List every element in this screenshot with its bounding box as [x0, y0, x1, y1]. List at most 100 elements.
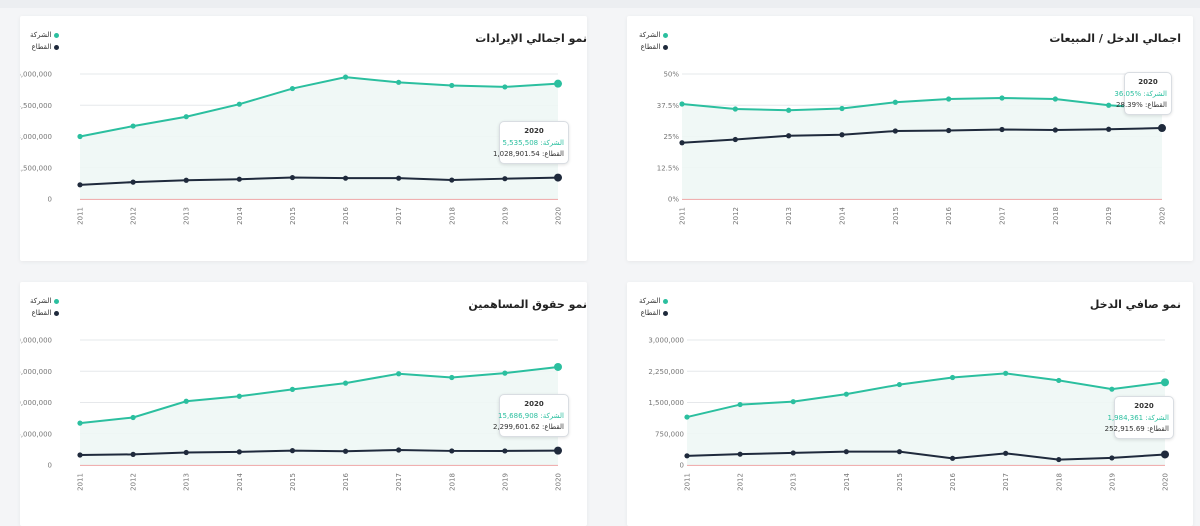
- chart-legend: الشركة القطاع: [639, 29, 669, 53]
- x-tick-label: 2013: [790, 473, 798, 491]
- x-tick-label: 2013: [785, 207, 793, 225]
- company-data-point: [554, 362, 562, 371]
- company-data-point: [839, 105, 845, 112]
- net-income-chart-card: 0 750,000 1,500,000 2,250,000 3,000,000 2011 2…: [627, 282, 1193, 526]
- sector-data-point: [130, 451, 136, 457]
- x-tick-label: 2014: [236, 472, 244, 490]
- x-tick-label: 2018: [1052, 207, 1060, 225]
- sector-data-point: [732, 136, 738, 143]
- company-legend-dot: [54, 32, 60, 38]
- sector-legend-dot: [663, 44, 669, 50]
- legend-company-label: الشركة: [30, 31, 52, 39]
- legend-sector-label: القطاع: [640, 309, 661, 317]
- revenue-chart-card: 0 1,500,000 3,000,000 4,500,000 6,000,000 201…: [20, 16, 587, 261]
- company-data-point: [342, 74, 349, 80]
- sector-data-point: [1158, 124, 1166, 133]
- y-tick-label: 0: [48, 462, 52, 470]
- y-tick-label: 20,000,000: [20, 337, 52, 345]
- y-tick-label: 3,000,000: [648, 337, 684, 345]
- y-tick-label: 5,000,000: [20, 430, 52, 438]
- chart-title: نمو صافي الدخل: [1089, 298, 1181, 311]
- y-tick-label: 12.5%: [657, 164, 680, 172]
- company-data-point: [896, 381, 903, 388]
- x-tick-label: 2014: [843, 472, 851, 490]
- company-legend-dot: [54, 298, 60, 304]
- company-data-point: [737, 401, 743, 408]
- company-data-point: [554, 79, 562, 88]
- legend-sector[interactable]: القطاع: [30, 41, 60, 53]
- x-tick-label: 2020: [1159, 207, 1167, 225]
- tooltip-sector-label: القطاع:: [541, 423, 564, 431]
- company-data-point: [236, 393, 242, 399]
- legend-sector-label: القطاع: [640, 43, 661, 51]
- x-tick-label: 2015: [896, 473, 904, 491]
- sector-data-point: [77, 182, 83, 188]
- tooltip-company-value: 1,984,361: [1107, 414, 1144, 422]
- sector-data-point: [554, 446, 562, 455]
- y-tick-label: 10,000,000: [20, 399, 52, 407]
- x-tick-label: 2017: [395, 207, 403, 225]
- legend-company-label: الشركة: [30, 297, 52, 305]
- sector-data-point: [1003, 450, 1009, 456]
- company-data-point: [1106, 102, 1112, 108]
- sector-data-point: [790, 450, 796, 456]
- sector-series-line: [686, 450, 1166, 461]
- company-data-point: [502, 84, 508, 90]
- tooltip-sector-label: القطاع:: [1144, 101, 1167, 109]
- x-tick-label: 2012: [130, 473, 138, 491]
- company-area: [687, 373, 1165, 465]
- tooltip-year: 2020: [524, 127, 544, 135]
- x-tick-label: 2013: [183, 207, 191, 225]
- sector-data-point: [896, 449, 903, 455]
- company-data-point: [502, 370, 508, 376]
- legend-company[interactable]: الشركة: [30, 29, 60, 41]
- y-tick-label: 0: [48, 196, 52, 204]
- chart-title: اجمالي الدخل / المبيعات: [1049, 32, 1181, 45]
- x-tick-label: 2016: [342, 206, 350, 224]
- sector-data-point: [1052, 127, 1058, 133]
- x-tick-label: 2015: [289, 207, 297, 225]
- legend-company[interactable]: الشركة: [30, 295, 60, 307]
- sector-series-line: [79, 448, 559, 456]
- sector-data-point: [786, 133, 792, 139]
- sector-data-point: [892, 128, 898, 134]
- tooltip-company-value: 15,686,908: [498, 412, 539, 420]
- chart-legend: الشركة القطاع: [30, 29, 60, 53]
- x-tick-label: 2011: [77, 473, 85, 491]
- x-tick-label: 2019: [1108, 473, 1116, 491]
- x-tick-label: 2020: [555, 473, 563, 491]
- sector-data-point: [839, 132, 845, 138]
- y-tick-label: 0: [680, 462, 684, 470]
- company-series-line: [79, 76, 559, 138]
- legend-company-label: الشركة: [639, 297, 661, 305]
- net-income-chart-svg: 0 750,000 1,500,000 2,250,000 3,000,000 2011 2…: [648, 337, 1169, 491]
- sector-data-point: [679, 140, 685, 146]
- legend-company[interactable]: الشركة: [639, 29, 669, 41]
- y-tick-label: 50%: [663, 71, 679, 79]
- y-tick-label: 1,500,000: [648, 399, 684, 407]
- tooltip-sector-row: القطاع: %28.39: [1116, 100, 1167, 111]
- gross-margin-chart-card: 0% 12.5% 25% 37.5% 50% 2011 2012 2013 2014 2015 20…: [627, 16, 1193, 261]
- company-data-point: [679, 101, 685, 107]
- sector-data-point: [342, 448, 349, 454]
- tooltip-company-row: الشركة: %36.05: [1114, 89, 1167, 100]
- legend-company[interactable]: الشركة: [639, 295, 669, 307]
- legend-sector[interactable]: القطاع: [30, 307, 60, 319]
- y-tick-label: 2,250,000: [648, 368, 684, 376]
- tooltip-sector-value: 2,299,601.62: [492, 423, 540, 431]
- x-tick-label: 2013: [183, 473, 191, 491]
- sector-data-point: [949, 455, 956, 461]
- x-tick-label: 2017: [395, 473, 403, 491]
- company-data-point: [843, 391, 849, 397]
- company-area: [80, 366, 558, 465]
- tooltip-sector-row: القطاع: 2,299,601.62: [493, 422, 564, 433]
- x-tick-label: 2016: [949, 472, 957, 490]
- company-data-point: [77, 420, 83, 426]
- company-legend-dot: [663, 298, 669, 304]
- sector-data-point: [342, 175, 349, 181]
- legend-sector[interactable]: القطاع: [639, 307, 669, 319]
- sector-data-point: [289, 448, 296, 454]
- chart-legend: الشركة القطاع: [639, 295, 669, 319]
- sector-series-line: [681, 127, 1163, 144]
- legend-sector[interactable]: القطاع: [639, 41, 669, 53]
